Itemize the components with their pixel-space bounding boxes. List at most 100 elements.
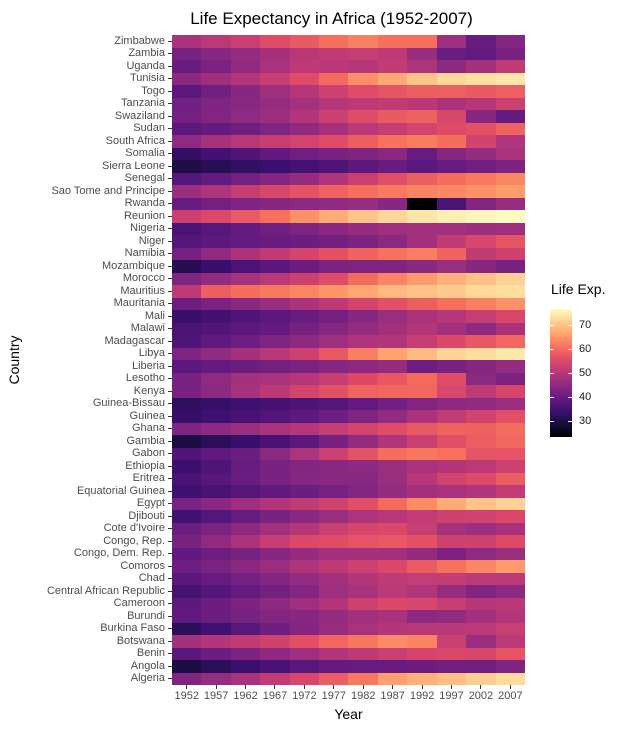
heatmap-cell bbox=[260, 497, 290, 510]
heatmap-cell bbox=[260, 647, 290, 660]
heatmap-cell bbox=[466, 622, 496, 635]
heatmap-cell bbox=[319, 397, 349, 410]
heatmap-cell bbox=[348, 385, 378, 398]
heatmap-cell bbox=[230, 385, 261, 398]
heatmap-cell bbox=[407, 660, 437, 673]
heatmap-cell bbox=[377, 235, 408, 248]
y-axis-tick bbox=[168, 65, 172, 67]
heatmap-cell bbox=[436, 85, 467, 98]
legend-tick bbox=[568, 397, 572, 399]
y-axis-row: Mali bbox=[0, 310, 172, 323]
heatmap-cell bbox=[319, 235, 349, 248]
heatmap-cell bbox=[348, 535, 378, 548]
heatmap-cell bbox=[436, 322, 467, 335]
heatmap-cell bbox=[377, 247, 408, 260]
x-axis-labels: 1952 1957 1962 1967 1972 1977 1982 1987 1992 1997… bbox=[172, 690, 525, 702]
heatmap-cell bbox=[466, 322, 496, 335]
heatmap-cell bbox=[348, 147, 378, 160]
heatmap-cell bbox=[201, 335, 231, 348]
y-axis-row: Namibia bbox=[0, 248, 172, 261]
heatmap-cell bbox=[172, 110, 202, 123]
heatmap-cell bbox=[260, 122, 290, 135]
heatmap-cell bbox=[436, 60, 467, 73]
heatmap-cell bbox=[201, 185, 231, 198]
heatmap-cell bbox=[407, 510, 437, 523]
heatmap-cell bbox=[319, 322, 349, 335]
y-axis-row: Somalia bbox=[0, 148, 172, 161]
heatmap-cell bbox=[230, 147, 261, 160]
heatmap-cell bbox=[495, 547, 525, 560]
country-label: Cote d'Ivoire bbox=[103, 522, 165, 535]
y-axis-row: Burundi bbox=[0, 610, 172, 623]
heatmap-cell bbox=[201, 385, 231, 398]
heatmap-cell bbox=[230, 197, 261, 210]
heatmap-cell bbox=[407, 110, 437, 123]
heatmap-cell bbox=[289, 635, 320, 648]
y-axis-labels: Zimbabwe Zambia Uganda Tunisia Togo Tanzania S… bbox=[0, 35, 172, 685]
country-label: Togo bbox=[141, 84, 165, 97]
y-axis-tick bbox=[168, 178, 172, 180]
y-axis-row: Angola bbox=[0, 660, 172, 673]
heatmap-cell bbox=[230, 647, 261, 660]
heatmap-cell bbox=[260, 422, 290, 435]
heatmap-cell bbox=[289, 472, 320, 485]
heatmap-cell bbox=[230, 635, 261, 648]
heatmap-cell bbox=[172, 97, 202, 110]
heatmap-cell bbox=[172, 210, 202, 223]
heatmap-cell bbox=[230, 535, 261, 548]
heatmap-cell bbox=[201, 347, 231, 360]
y-axis-row: Reunion bbox=[0, 210, 172, 223]
heatmap-cell bbox=[466, 522, 496, 535]
heatmap-cell bbox=[172, 285, 202, 298]
heatmap-cell bbox=[466, 72, 496, 85]
legend-tick bbox=[568, 373, 572, 374]
heatmap-cell bbox=[466, 385, 496, 398]
heatmap-cell bbox=[230, 622, 261, 635]
heatmap-cell bbox=[407, 85, 437, 98]
heatmap-cell bbox=[407, 122, 437, 135]
heatmap-cell bbox=[377, 310, 408, 323]
heatmap-cell bbox=[230, 447, 261, 460]
heatmap-cell bbox=[466, 635, 496, 648]
heatmap-cell bbox=[377, 322, 408, 335]
heatmap-cell bbox=[466, 472, 496, 485]
heatmap-cell bbox=[230, 135, 261, 148]
heatmap-cell bbox=[407, 397, 437, 410]
heatmap-cell bbox=[201, 535, 231, 548]
heatmap-cell bbox=[436, 497, 467, 510]
heatmap-cell bbox=[436, 247, 467, 260]
y-axis-tick bbox=[168, 165, 172, 167]
country-label: Lesotho bbox=[125, 372, 165, 385]
heatmap-cell bbox=[230, 472, 261, 485]
heatmap-cell bbox=[436, 122, 467, 135]
heatmap-cell bbox=[348, 635, 378, 648]
heatmap-cell bbox=[377, 135, 408, 148]
heatmap-cell bbox=[348, 347, 378, 360]
heatmap-cell bbox=[260, 35, 290, 48]
country-label: Zimbabwe bbox=[114, 34, 165, 47]
x-axis-tick-slot bbox=[437, 685, 466, 689]
heatmap-cell bbox=[172, 247, 202, 260]
x-axis-tick bbox=[362, 685, 364, 689]
heatmap-cell bbox=[407, 72, 437, 85]
heatmap-cell bbox=[377, 285, 408, 298]
x-axis-tick bbox=[186, 685, 188, 689]
heatmap-cell bbox=[436, 597, 467, 610]
heatmap-cell bbox=[436, 72, 467, 85]
heatmap-cell bbox=[407, 497, 437, 510]
y-axis-row: Congo, Rep. bbox=[0, 535, 172, 548]
y-axis-row: Ghana bbox=[0, 423, 172, 436]
y-axis-tick bbox=[168, 115, 172, 117]
heatmap-cell bbox=[436, 160, 467, 173]
heatmap-cell bbox=[436, 560, 467, 573]
heatmap-cell bbox=[201, 610, 231, 623]
y-axis-tick bbox=[168, 390, 172, 392]
heatmap-cell bbox=[466, 97, 496, 110]
heatmap-cell bbox=[466, 147, 496, 160]
heatmap-cell bbox=[289, 97, 320, 110]
heatmap-cell bbox=[377, 485, 408, 498]
heatmap-cell bbox=[201, 585, 231, 598]
heatmap-cell bbox=[289, 647, 320, 660]
heatmap-cell bbox=[319, 210, 349, 223]
x-axis-title: Year bbox=[334, 706, 363, 722]
